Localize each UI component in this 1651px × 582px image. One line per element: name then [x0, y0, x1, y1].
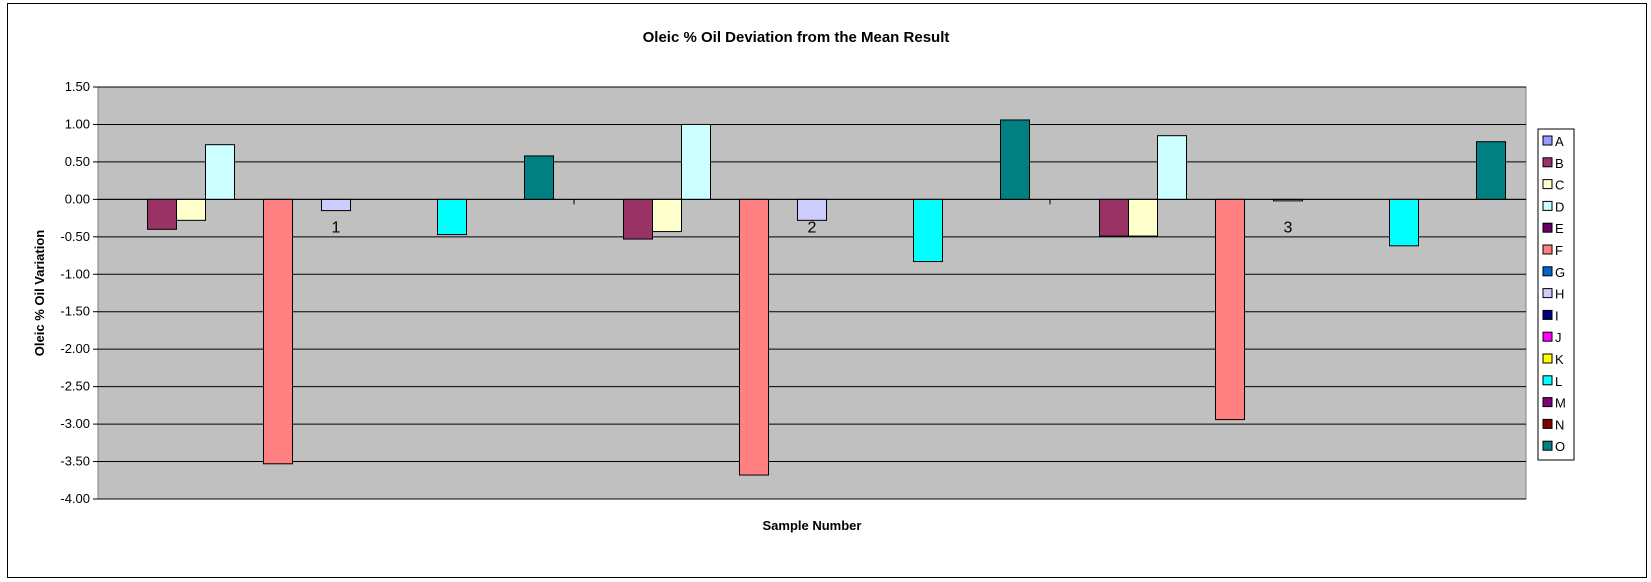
y-tick-label: -2.50: [60, 379, 90, 394]
bar-l-1: [437, 198, 467, 236]
bar-d-1: [205, 144, 235, 200]
y-tick-label: -2.00: [60, 341, 90, 356]
category-labels: 1 2 3: [332, 199, 1293, 236]
legend-swatch-j: [1542, 331, 1553, 342]
legend-label-f: F: [1555, 243, 1563, 258]
y-tick-label: -3.50: [60, 454, 90, 469]
y-tick-label: -0.50: [60, 229, 90, 244]
legend-swatch-h: [1542, 288, 1553, 299]
legend-swatch-e: [1542, 222, 1553, 233]
bar-o-2: [1000, 119, 1030, 200]
legend-label-i: I: [1555, 308, 1559, 323]
bar-l-2: [913, 198, 943, 263]
category-label: 1: [332, 219, 341, 236]
y-tick-label: -4.00: [60, 491, 90, 506]
legend-swatch-d: [1542, 200, 1553, 211]
y-tick-label: -1.50: [60, 304, 90, 319]
bar-f-2: [739, 198, 769, 476]
legend-label-a: A: [1555, 134, 1564, 149]
category-label: 2: [808, 219, 817, 236]
legend-swatch-l: [1542, 375, 1553, 386]
legend-swatch-b: [1542, 157, 1553, 168]
legend-label-o: O: [1555, 439, 1565, 454]
legend-swatch-f: [1542, 244, 1553, 255]
bar-b-1: [147, 198, 177, 230]
plot-area: [97, 86, 1527, 500]
legend-label-d: D: [1555, 199, 1564, 214]
bar-d-2: [681, 123, 711, 200]
legend-swatch-n: [1542, 418, 1553, 429]
legend-label-l: L: [1555, 374, 1562, 389]
y-axis-ticks: 1.50 1.00 0.50 0.00 -0.50 -1.00 -1.50 -2.00 -2.5…: [60, 79, 98, 506]
y-axis-title: Oleic % Oil Variation: [32, 230, 47, 356]
bar-l-3: [1389, 198, 1419, 247]
bar-c-2: [652, 198, 682, 233]
legend-label-b: B: [1555, 156, 1564, 171]
y-tick-label: -1.00: [60, 266, 90, 281]
x-axis-title: Sample Number: [763, 518, 862, 533]
legend-label-m: M: [1555, 396, 1566, 411]
legend-swatch-m: [1542, 397, 1553, 408]
bar-d-3: [1157, 135, 1187, 200]
bar-f-3: [1215, 198, 1245, 421]
category-label: 3: [1284, 219, 1293, 236]
legend-swatch-k: [1542, 353, 1553, 364]
y-tick-label: -3.00: [60, 416, 90, 431]
legend-label-c: C: [1555, 178, 1564, 193]
y-tick-label: 0.00: [65, 191, 90, 206]
bars: [147, 119, 1506, 476]
legend-label-n: N: [1555, 417, 1564, 432]
legend-swatch-a: [1542, 135, 1553, 146]
gridlines: [98, 86, 1526, 500]
legend-swatch-i: [1542, 309, 1553, 320]
bar-h-2: [797, 198, 827, 221]
legend-label-k: K: [1555, 352, 1564, 367]
bar-b-3: [1099, 198, 1129, 237]
legend-swatch-o: [1542, 440, 1553, 451]
bar-f-1: [263, 198, 293, 465]
bar-b-2: [623, 198, 653, 240]
legend-swatch-g: [1542, 266, 1553, 277]
legend-label-j: J: [1555, 330, 1562, 345]
legend-label-e: E: [1555, 221, 1564, 236]
bar-o-3: [1476, 141, 1506, 200]
bar-c-1: [176, 198, 206, 221]
bar-o-1: [524, 155, 554, 200]
legend-label-h: H: [1555, 287, 1564, 302]
y-tick-label: 1.00: [65, 116, 90, 131]
bar-h-1: [321, 198, 351, 212]
chart-title: Oleic % Oil Deviation from the Mean Resu…: [643, 29, 950, 46]
bar-c-3: [1128, 198, 1158, 237]
y-tick-label: 0.50: [65, 154, 90, 169]
legend-swatch-c: [1542, 179, 1553, 190]
legend-label-g: G: [1555, 265, 1565, 280]
y-tick-label: 1.50: [65, 79, 90, 94]
